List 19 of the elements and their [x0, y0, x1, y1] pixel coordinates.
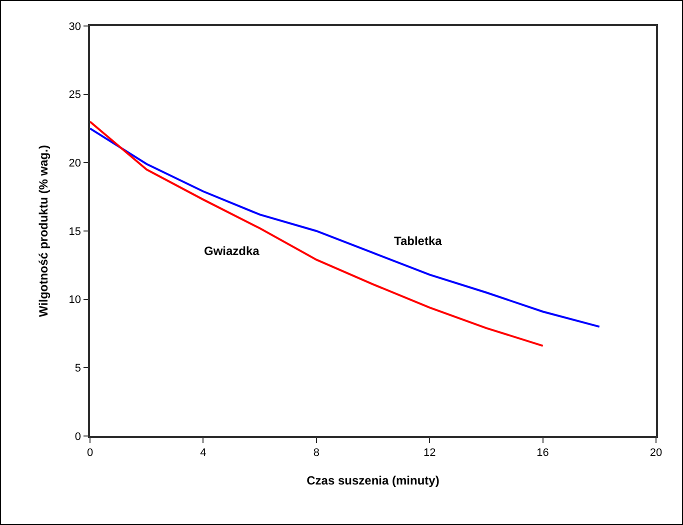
x-tick-label: 16: [536, 446, 549, 459]
x-tick-label: 4: [200, 446, 206, 459]
y-tick-label: 30: [68, 20, 82, 33]
x-tick-label: 8: [313, 446, 320, 459]
y-tick-label: 10: [68, 294, 82, 306]
x-tick-label: 20: [650, 446, 662, 459]
line-series: [90, 120, 544, 347]
x-tick-label: 0: [86, 446, 94, 459]
y-tick-label: 20: [68, 158, 82, 170]
y-tick-label: 0: [74, 430, 82, 443]
line-series: [90, 128, 600, 328]
y-tick-label: 25: [68, 89, 82, 102]
y-tick-label: 15: [68, 226, 82, 238]
series-label: Gwiazdka: [204, 244, 260, 258]
x-axis-title: Czas suszenia (minuty): [306, 473, 440, 488]
series-label: Tabletka: [394, 234, 442, 248]
y-tick-label: 5: [74, 362, 82, 375]
x-tick-label: 12: [423, 446, 436, 459]
y-axis-title: Wilgotność produktu (% wag.): [36, 145, 51, 317]
